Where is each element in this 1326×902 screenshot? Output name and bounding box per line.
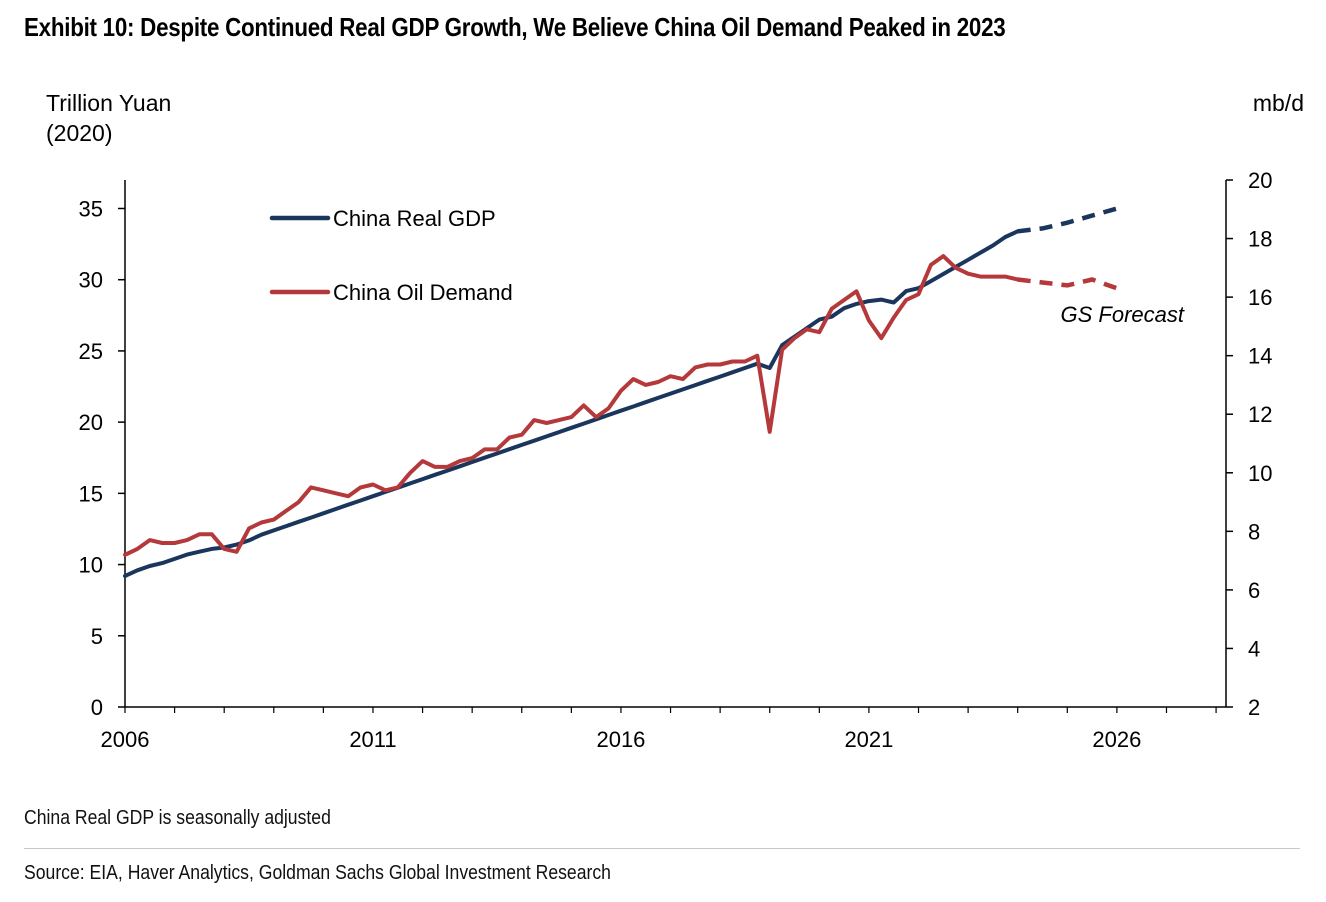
line-chart: 0 5 10 15 20 25 30 35 2 4 6 8 10 12 14 16 18 20 2006 2011 20…	[79, 168, 1273, 752]
left-axis-tick-label: 10	[79, 553, 103, 578]
right-axis-tick-label: 6	[1248, 578, 1260, 603]
left-axis-tick-label: 20	[79, 410, 103, 435]
right-axis-tick-label: 16	[1248, 285, 1272, 310]
right-axis-tick-label: 8	[1248, 519, 1260, 544]
right-axis-tick-label: 2	[1248, 695, 1260, 720]
left-axis-tick-label: 35	[79, 196, 103, 221]
left-axis-tick-label: 5	[91, 624, 103, 649]
china-real-gdp-forecast-line	[1017, 206, 1118, 234]
x-axis-tick-label: 2011	[349, 727, 396, 752]
left-axis-tick-label: 15	[79, 481, 103, 506]
x-axis-tick-label: 2021	[844, 727, 893, 752]
right-axis-tick-label: 4	[1248, 636, 1260, 661]
right-axis-tick-label: 12	[1248, 402, 1272, 427]
left-axis-tick-label: 0	[91, 695, 103, 720]
legend-label-china-oil-demand: China Oil Demand	[333, 280, 513, 305]
china-oil-demand-line	[123, 254, 1020, 557]
left-axis-tick-label: 30	[79, 268, 103, 293]
right-axis-tick-label: 20	[1248, 168, 1272, 193]
forecast-annotation: GS Forecast	[1061, 302, 1185, 327]
left-axis-tick-label: 25	[79, 339, 103, 364]
divider	[24, 848, 1300, 849]
right-axis-tick-label: 18	[1248, 227, 1272, 252]
right-axis-unit-label: mb/d	[1252, 90, 1304, 116]
china-oil-demand-forecast-line	[1017, 277, 1118, 291]
chart-title: Exhibit 10: Despite Continued Real GDP G…	[24, 12, 1006, 42]
x-axis-tick-label: 2016	[596, 727, 645, 752]
left-axis-unit-label: Trillion Yuan (2020)	[46, 90, 172, 146]
right-axis-tick-label: 10	[1248, 461, 1272, 486]
right-axis-tick-label: 14	[1248, 344, 1272, 369]
footnote: China Real GDP is seasonally adjusted	[24, 807, 331, 829]
china-real-gdp-line	[123, 229, 1020, 578]
x-axis-tick-label: 2006	[101, 727, 150, 752]
x-axis-tick-label: 2026	[1092, 727, 1141, 752]
source-note: Source: EIA, Haver Analytics, Goldman Sa…	[24, 862, 611, 884]
legend-label-china-real-gdp: China Real GDP	[333, 206, 496, 231]
